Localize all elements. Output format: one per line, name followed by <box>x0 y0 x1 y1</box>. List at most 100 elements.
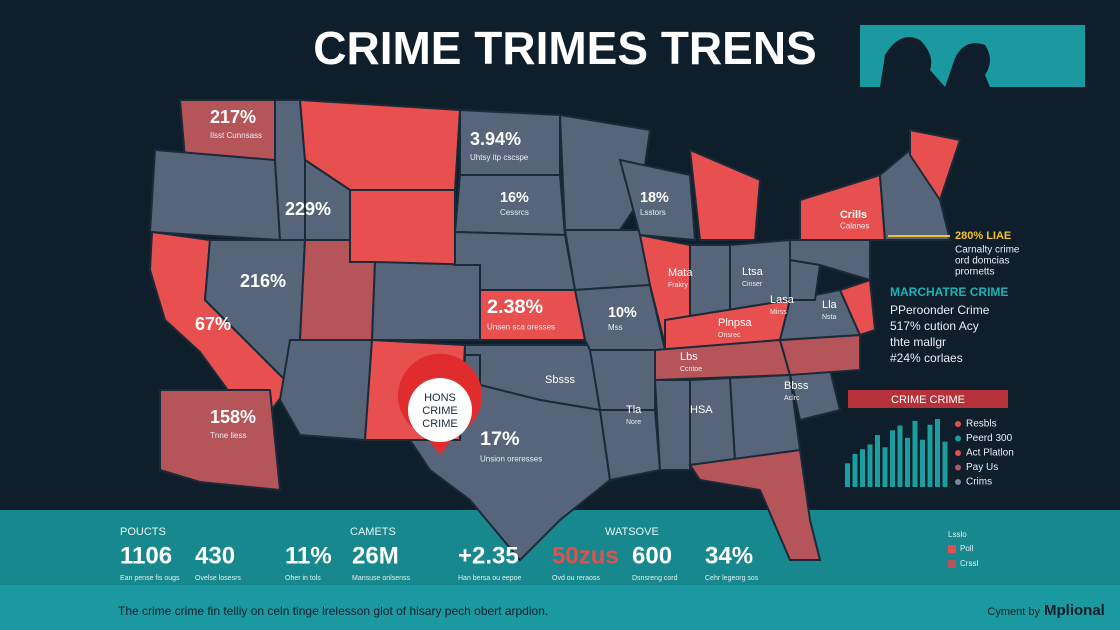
chart-title-bar <box>848 390 1008 408</box>
corner-legend-label: Crssl <box>960 559 978 568</box>
credit-prefix: Cyment by <box>987 606 1040 618</box>
bar <box>890 430 895 487</box>
legend-dot <box>955 421 961 427</box>
photo <box>860 25 1085 87</box>
footnote: The crime crime fin telliy on celn tinge… <box>118 604 548 618</box>
state <box>689 376 737 467</box>
region-label: Tla <box>626 404 642 416</box>
highlight: 280% LIAE <box>955 230 1011 242</box>
stat-value: +2.35 <box>458 542 519 569</box>
bar <box>875 435 880 487</box>
stat-value: 600 <box>632 542 672 569</box>
region-caption: Mirss <box>770 309 787 316</box>
bar <box>920 439 925 487</box>
state <box>159 389 282 492</box>
region-caption: Unsion oreresses <box>480 455 542 464</box>
state <box>618 158 697 242</box>
bar <box>927 424 933 487</box>
stat-value: 26M <box>352 542 399 569</box>
bar <box>942 441 948 487</box>
region-value: 216% <box>240 271 286 291</box>
bar <box>860 449 865 487</box>
stat-caption: Han bersa ou eepoe <box>458 575 522 582</box>
bar <box>935 419 940 487</box>
state <box>563 229 652 292</box>
corner-legend-label: Poll <box>960 544 974 553</box>
state <box>688 448 822 561</box>
bar <box>882 447 888 487</box>
region-caption: Calanes <box>840 222 869 231</box>
state <box>878 148 952 241</box>
region-value: 16% <box>500 190 529 206</box>
pin-text: HONS <box>424 392 456 404</box>
state <box>689 244 731 322</box>
region-label: Ltsa <box>742 266 764 278</box>
stat-value: 430 <box>195 542 235 569</box>
legend-label: Crims <box>966 477 992 488</box>
region-value: 229% <box>285 199 331 219</box>
region-value: 158% <box>210 407 256 427</box>
region-value: 17% <box>480 428 520 450</box>
region-caption: Cinser <box>742 281 763 288</box>
state <box>789 258 822 301</box>
region-caption: Nore <box>626 419 641 426</box>
stat-caption: Oher in tols <box>285 575 321 582</box>
region-caption: Aclrc <box>784 395 800 402</box>
region-value: 3.94% <box>470 129 521 149</box>
state <box>909 128 962 203</box>
state <box>688 148 762 241</box>
state <box>148 148 282 242</box>
state <box>838 278 877 337</box>
stat-caption: Dsnsreng cord <box>632 575 678 582</box>
stat-heading: POUCTS <box>120 526 166 538</box>
region-value: Crills <box>840 209 867 221</box>
panel-line: #24% corlaes <box>890 351 963 365</box>
region-value: 2.38% <box>487 296 544 318</box>
state <box>349 189 456 267</box>
bar <box>852 453 858 487</box>
stat-value: 50zus <box>552 542 619 569</box>
stat-caption: Mansuse onlsenss <box>352 575 410 582</box>
state <box>370 260 481 341</box>
region-label: Mata <box>668 267 693 279</box>
legend-dot <box>955 479 961 485</box>
stat-value: 1106 <box>120 542 172 569</box>
region-caption: Ilsst Cunnsass <box>210 131 262 140</box>
bar <box>912 420 918 487</box>
panel-line: 517% cution Acy <box>890 319 979 333</box>
region-label: Lla <box>822 299 838 311</box>
region-caption: Cessrcs <box>500 208 529 217</box>
legend-label: Peerd 300 <box>966 433 1013 444</box>
region-caption: Unsen sca oresses <box>487 323 555 332</box>
bar <box>905 437 910 487</box>
stat-heading: WATSOVE <box>605 526 659 538</box>
stat-value: 11% <box>285 542 332 569</box>
region-caption: Tnne liess <box>210 431 246 440</box>
chart-title: CRIME CRIME <box>891 394 965 406</box>
panel-heading: MARCHATRE CRIME <box>890 285 1008 299</box>
stat-caption: Ovelse losesrs <box>195 575 241 582</box>
state <box>588 349 656 411</box>
region-label: HSA <box>690 404 713 416</box>
bar <box>867 444 873 487</box>
region-label: Plnpsa <box>718 317 753 329</box>
credit: Mplional <box>1044 602 1105 619</box>
highlight-line: ord domcias <box>955 256 1009 267</box>
labels: 217% Ilsst Cunnsass 229% 216% 67% 158% Tnne li… <box>118 107 1105 619</box>
stat-value: 34% <box>705 542 753 569</box>
state <box>278 339 374 442</box>
region-label: Lasa <box>770 294 795 306</box>
stat-caption: Ean pense fis ougs <box>120 575 180 582</box>
region-label: Sbsss <box>545 374 575 386</box>
region-caption: Ccntoe <box>680 366 702 373</box>
region-caption: Uhtsy itp cscspe <box>470 153 529 162</box>
stat-caption: Cehr legeorg sos <box>705 575 759 582</box>
highlight-line: prornetts <box>955 267 994 278</box>
region-value: 10% <box>608 305 637 321</box>
region-caption: Frakry <box>668 282 688 289</box>
legend-dot <box>955 450 961 456</box>
region-caption: Lsstors <box>640 208 666 217</box>
legend-label: Resbls <box>966 419 997 430</box>
legend-label: Pay Us <box>966 462 998 473</box>
